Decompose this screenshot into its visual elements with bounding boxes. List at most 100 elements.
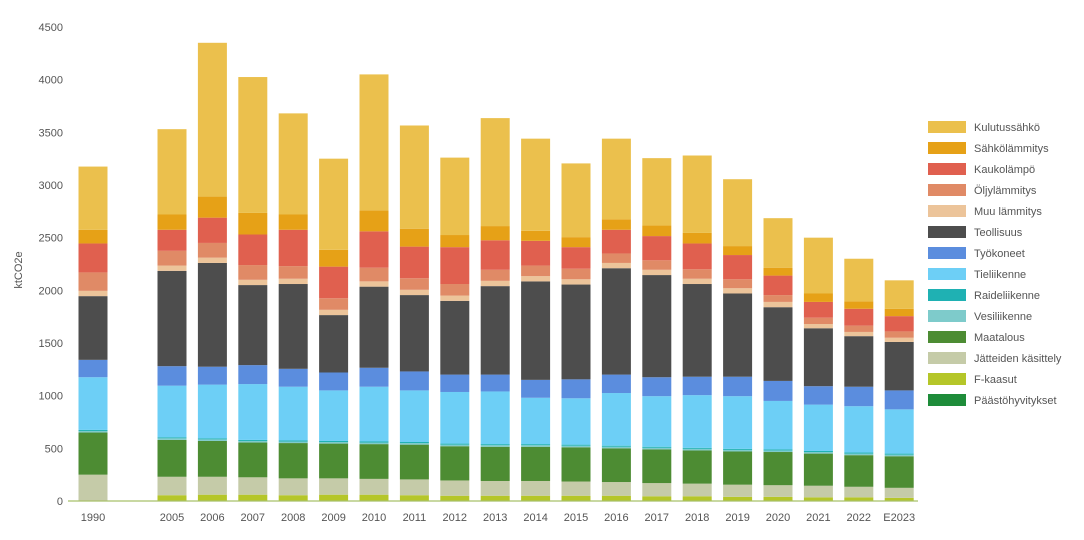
- bar-segment: [197, 384, 227, 439]
- bar-segment: [278, 113, 308, 215]
- bar-segment: [319, 298, 349, 310]
- bar-segment: [399, 444, 429, 480]
- bar-segment: [561, 481, 591, 496]
- legend-label: F-kaasut: [974, 374, 1017, 386]
- legend-swatch: [928, 163, 966, 175]
- bar-segment: [682, 376, 712, 396]
- x-tick-label: 2011: [403, 512, 427, 524]
- bar-segment: [763, 450, 793, 453]
- bar-segment: [319, 315, 349, 373]
- bar-segment: [844, 336, 874, 387]
- bar-segment: [440, 391, 470, 444]
- bar-segment: [763, 380, 793, 401]
- bar-segment: [197, 440, 227, 477]
- bar-segment: [78, 166, 108, 230]
- bar-segment: [238, 77, 268, 213]
- bar-segment: [197, 438, 227, 440]
- bar-segment: [197, 366, 227, 385]
- bar-segment: [682, 450, 712, 484]
- bar-segment: [682, 483, 712, 497]
- bar-segment: [642, 158, 672, 226]
- bar-segment: [197, 196, 227, 218]
- bar-segment: [844, 497, 874, 501]
- bar-segment: [601, 374, 631, 394]
- bar-segment: [521, 230, 551, 241]
- bar-segment: [642, 396, 672, 447]
- bar-segment: [723, 279, 753, 289]
- bar-segment: [521, 480, 551, 496]
- bar-segment: [399, 495, 429, 501]
- bar-segment: [440, 495, 470, 501]
- bar-segment: [521, 397, 551, 445]
- bar-segment: [601, 262, 631, 269]
- bar-segment: [157, 366, 187, 386]
- bar-segment: [319, 478, 349, 495]
- bar-segment: [884, 331, 914, 338]
- legend: Kulutussähkö Sähkölämmitys Kaukolämpö Öljyl…: [928, 121, 1062, 407]
- bar-segment: [601, 445, 631, 447]
- bar-segment: [480, 269, 510, 281]
- bar-segment: [399, 295, 429, 372]
- bar-segment: [78, 432, 108, 475]
- x-tick-label: 2016: [604, 512, 628, 524]
- y-tick-label: 1500: [39, 338, 63, 350]
- bar-segment: [278, 266, 308, 279]
- bar-segment: [723, 293, 753, 377]
- bar-segment: [763, 307, 793, 381]
- bar-segment: [884, 497, 914, 501]
- bar-segment: [399, 125, 429, 229]
- bar-segment: [238, 234, 268, 266]
- bar-segment: [278, 443, 308, 479]
- bar-segment: [359, 367, 389, 387]
- bar-segment: [480, 280, 510, 287]
- bar-segment: [884, 316, 914, 332]
- bar-segment: [440, 374, 470, 392]
- x-tick-label: 1990: [81, 512, 105, 524]
- bar-segment: [238, 477, 268, 495]
- bar-segment: [723, 448, 753, 450]
- bar-segment: [601, 448, 631, 483]
- bar-segment: [440, 235, 470, 248]
- bar-segment: [480, 118, 510, 227]
- x-axis-ticks: 1990 2005 2006 2007 2008 2009 2010 2011 2012 2013…: [81, 512, 915, 524]
- bar-segment: [561, 398, 591, 445]
- bar-segment: [480, 444, 510, 446]
- bar-segment: [723, 376, 753, 397]
- bar-segment: [399, 278, 429, 290]
- bar-segment: [763, 452, 793, 486]
- bar-segment: [642, 483, 672, 497]
- legend-label: Työkoneet: [974, 248, 1025, 260]
- bar-segment: [884, 453, 914, 455]
- bar-segment: [278, 440, 308, 442]
- bar-segment: [78, 429, 108, 431]
- legend-label: Sähkölämmitys: [974, 143, 1049, 155]
- bar-segment: [844, 301, 874, 309]
- bar-segment: [844, 308, 874, 326]
- x-tick-label: 2017: [645, 512, 669, 524]
- bar-segment: [682, 284, 712, 377]
- bar-segment: [157, 265, 187, 271]
- bar-segment: [763, 400, 793, 450]
- bar-segment: [359, 286, 389, 368]
- bar-segment: [521, 240, 551, 266]
- bar-segment: [682, 395, 712, 448]
- legend-label: Maatalous: [974, 332, 1025, 344]
- bar-segment: [359, 281, 389, 287]
- x-tick-label: 2019: [725, 512, 749, 524]
- bar-segment: [359, 231, 389, 268]
- bar-segment: [480, 240, 510, 270]
- bar-segment: [723, 246, 753, 256]
- bar-segment: [844, 331, 874, 337]
- bar-segment: [359, 444, 389, 479]
- x-tick-label: 2021: [806, 512, 830, 524]
- bar-segment: [763, 295, 793, 302]
- bar-segment: [440, 247, 470, 285]
- bar-segment: [78, 474, 108, 501]
- bar-segment: [238, 440, 268, 443]
- bar-segment: [197, 476, 227, 495]
- bar-segment: [399, 289, 429, 296]
- bar-segment: [238, 265, 268, 280]
- bar-segment: [723, 288, 753, 294]
- bar-segment: [399, 228, 429, 247]
- bar-segment: [601, 446, 631, 449]
